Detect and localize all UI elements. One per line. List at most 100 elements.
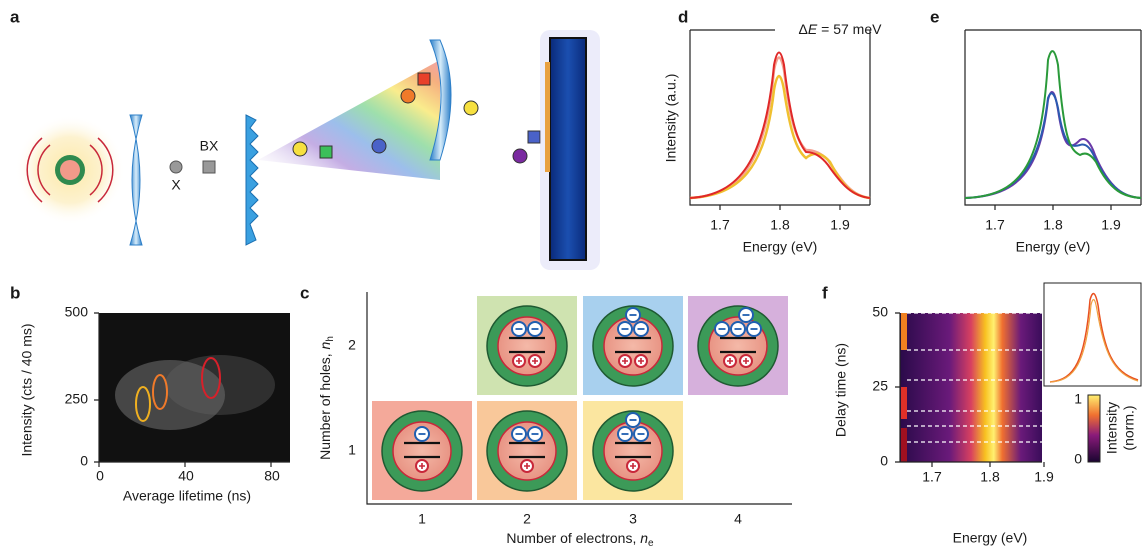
spectrum [964,91,1142,199]
spectrum [689,51,871,199]
biexciton-label: BX [200,138,219,154]
y-tick-label: 25 [872,378,888,394]
y-axis-title: Number of holes, nh [317,336,336,460]
biexciton-marker [202,160,216,174]
annotation-part: = 57 meV [817,21,882,37]
energy-levels [720,336,756,354]
panel-f: f 1 0 Intensity (norm.) 0 25 50 1.7 1.8 … [822,282,1142,546]
y-axis-title: Delay time (ns) [833,343,849,437]
title-part: Number of holes, [317,349,333,460]
panel-f [895,312,1045,467]
hole-sign [524,463,530,469]
hole-sign [516,358,522,364]
photon [417,72,431,86]
x-tick-label: 4 [734,511,742,527]
y-tick-label: 250 [65,391,89,407]
quantum-dot-core [60,160,80,180]
hole-sign [743,358,749,364]
energy-levels [615,336,651,354]
y-tick-label: 500 [65,304,89,320]
time-window [901,387,907,419]
title-part: h [325,336,336,342]
x-axis-title: Average lifetime (ns) [123,488,251,504]
configuration-icon [477,296,577,395]
energy-levels [615,441,651,459]
panel-label: f [822,283,828,302]
exciton-label: X [171,177,181,193]
photon [319,145,333,159]
y-axis-title: Intensity (cts / 40 ms) [19,323,35,456]
configuration-icon [372,401,472,500]
x-tick-label: 1.7 [710,217,730,233]
core [392,421,452,481]
hole-sign [630,463,636,469]
hole-sign [638,358,644,364]
spectrum [964,92,1142,199]
selection-ellipse [152,374,168,410]
y-axis-title: Intensity (a.u.) [663,74,679,163]
panel-label: e [930,7,939,26]
x-tick-label: 80 [264,468,280,484]
title-part: n [640,530,648,546]
colorbar-title: (norm.) [1121,405,1137,450]
panel-label: c [300,283,309,302]
annotation-part: Δ [799,21,808,37]
x-axis-title: Energy (eV) [743,239,818,255]
core [497,316,557,376]
lens [429,39,452,161]
core [603,316,663,376]
configuration-icon [583,401,683,500]
panel-e: e 1.7 1.8 1.9 Energy (eV) [930,7,1142,255]
panel-b: b 0 40 80 Average lifetime (ns) 0 250 50… [10,283,290,504]
panel-label: d [678,7,688,26]
hole-sign [419,463,425,469]
photon [527,130,541,144]
tick-marks [719,205,841,210]
heatmap [900,313,1042,462]
hole-sign [532,358,538,364]
x-tick-label: 1.7 [922,469,942,485]
x-axis-title: Energy (eV) [1016,239,1091,255]
title-part: e [648,538,654,549]
configuration-icon [583,296,683,395]
hole-sign [727,358,733,364]
x-axis-title: Energy (eV) [953,530,1028,546]
point-cloud [115,360,225,430]
spectrum [964,50,1142,199]
y-tick-label: 2 [348,337,356,353]
panel-c [366,292,792,505]
hole-sign [622,358,628,364]
annotation-part: E [808,21,818,37]
dispersed-light [258,60,440,180]
time-window [901,428,907,462]
photon [292,141,308,157]
energy-levels [509,336,545,354]
panel-label: b [10,283,20,302]
tick-marks [994,205,1112,210]
x-tick-label: 1.8 [1043,217,1063,233]
grating [245,114,259,246]
title-part: n [317,341,333,349]
inset-spectrum [1049,292,1139,383]
lens [129,114,143,246]
energy-levels [404,441,440,459]
x-tick-label: 1.8 [980,469,1000,485]
spectrum [689,74,871,200]
panel-e [964,29,1142,206]
energy-levels [509,441,545,459]
selection-ellipse [201,357,221,399]
x-tick-label: 3 [629,511,637,527]
panel-label: a [10,7,20,26]
x-tick-label: 2 [523,511,531,527]
annotation: ΔE = 57 meV [799,21,883,37]
x-axis-title: Number of electrons, ne [506,530,654,549]
photon [371,138,387,154]
spectrum [689,56,871,200]
colorbar-tick-label: 1 [1074,391,1082,407]
emission-arcs [26,137,114,203]
panel-b [94,312,290,467]
y-tick-label: 1 [348,442,356,458]
x-tick-label: 1.7 [985,217,1005,233]
x-tick-label: 1 [418,511,426,527]
